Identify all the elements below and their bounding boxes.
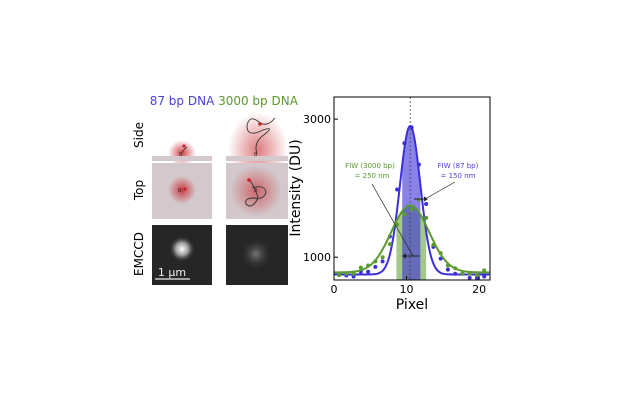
annotation-87bp-line1: FIW (87 bp)	[438, 162, 479, 170]
data-point	[445, 267, 450, 272]
data-point	[467, 271, 472, 276]
data-point	[409, 207, 414, 212]
data-point	[453, 266, 458, 271]
data-point	[431, 242, 436, 247]
data-point	[424, 215, 429, 220]
x-tick-label: 0	[331, 283, 338, 296]
data-point	[467, 275, 472, 280]
x-axis-label: Pixel	[396, 297, 428, 313]
annotation-87bp-line2: = 150 nm	[441, 172, 476, 180]
row-label-top: Top	[132, 180, 146, 201]
data-point	[366, 269, 371, 274]
data-point	[416, 162, 421, 167]
y-tick-label: 1000	[303, 251, 331, 264]
data-point	[402, 141, 407, 146]
arrow-87bp-leader	[424, 181, 456, 200]
column-label-87bp: 87 bp DNA	[150, 94, 215, 108]
data-point	[395, 187, 400, 192]
data-point	[416, 197, 421, 202]
arrow-3000bp-head	[402, 253, 406, 259]
data-point	[402, 212, 407, 217]
emccd-image-3000bp	[226, 225, 288, 285]
row-label-emccd: EMCCD	[132, 232, 146, 276]
data-point	[424, 202, 429, 207]
annotation-3000bp-line2: = 250 nm	[355, 172, 390, 180]
data-point	[351, 271, 356, 276]
arrow-87bp-head	[424, 196, 428, 202]
data-point	[438, 256, 443, 261]
bead-label: B	[178, 188, 182, 194]
data-point	[344, 271, 349, 276]
scale-bar-label: 1 µm	[158, 266, 186, 279]
data-point	[482, 274, 487, 279]
data-point	[380, 259, 385, 264]
data-point	[445, 263, 450, 268]
data-point	[474, 273, 479, 278]
row-label-side: Side	[132, 122, 146, 148]
data-point	[366, 263, 371, 268]
fluorophore-dot	[247, 178, 251, 182]
data-point	[438, 251, 443, 256]
data-point	[373, 264, 378, 269]
bead-label: B	[254, 188, 258, 194]
data-point	[358, 265, 363, 270]
intensity-profile-chart: 0 10 20 1000 3000	[303, 96, 491, 296]
fluorophore-dot	[183, 187, 187, 191]
data-point	[380, 255, 385, 260]
data-point	[453, 271, 458, 276]
data-point	[460, 271, 465, 276]
emccd-image-87bp: 1 µm	[152, 225, 212, 285]
x-tick-label: 20	[472, 283, 486, 296]
fit-curve-1	[333, 204, 490, 274]
annotation-3000bp-line1: FIW (3000 bp)	[345, 162, 395, 170]
arrow-3000bp-leader	[371, 183, 414, 257]
fluorophore-dot	[258, 122, 262, 126]
fiw-band-0	[402, 126, 421, 280]
top-panel-3000bp: B	[226, 163, 288, 219]
data-point	[337, 273, 342, 278]
bead-label: B	[179, 152, 183, 158]
data-point	[387, 242, 392, 247]
column-label-3000bp: 3000 bp DNA	[218, 94, 299, 108]
top-panel-87bp: B	[152, 163, 212, 219]
data-point	[373, 259, 378, 264]
plot-frame	[333, 96, 491, 281]
data-point	[474, 275, 479, 280]
fluorophore-dot	[182, 144, 186, 148]
bead-label: B	[254, 152, 258, 158]
data-point	[351, 274, 356, 279]
data-point	[482, 268, 487, 273]
side-panel-87bp: B	[152, 140, 212, 166]
y-axis-label: Intensity (DU)	[288, 139, 304, 236]
y-tick-label: 3000	[303, 113, 331, 126]
data-point	[409, 125, 414, 130]
x-tick-label: 10	[400, 283, 414, 296]
